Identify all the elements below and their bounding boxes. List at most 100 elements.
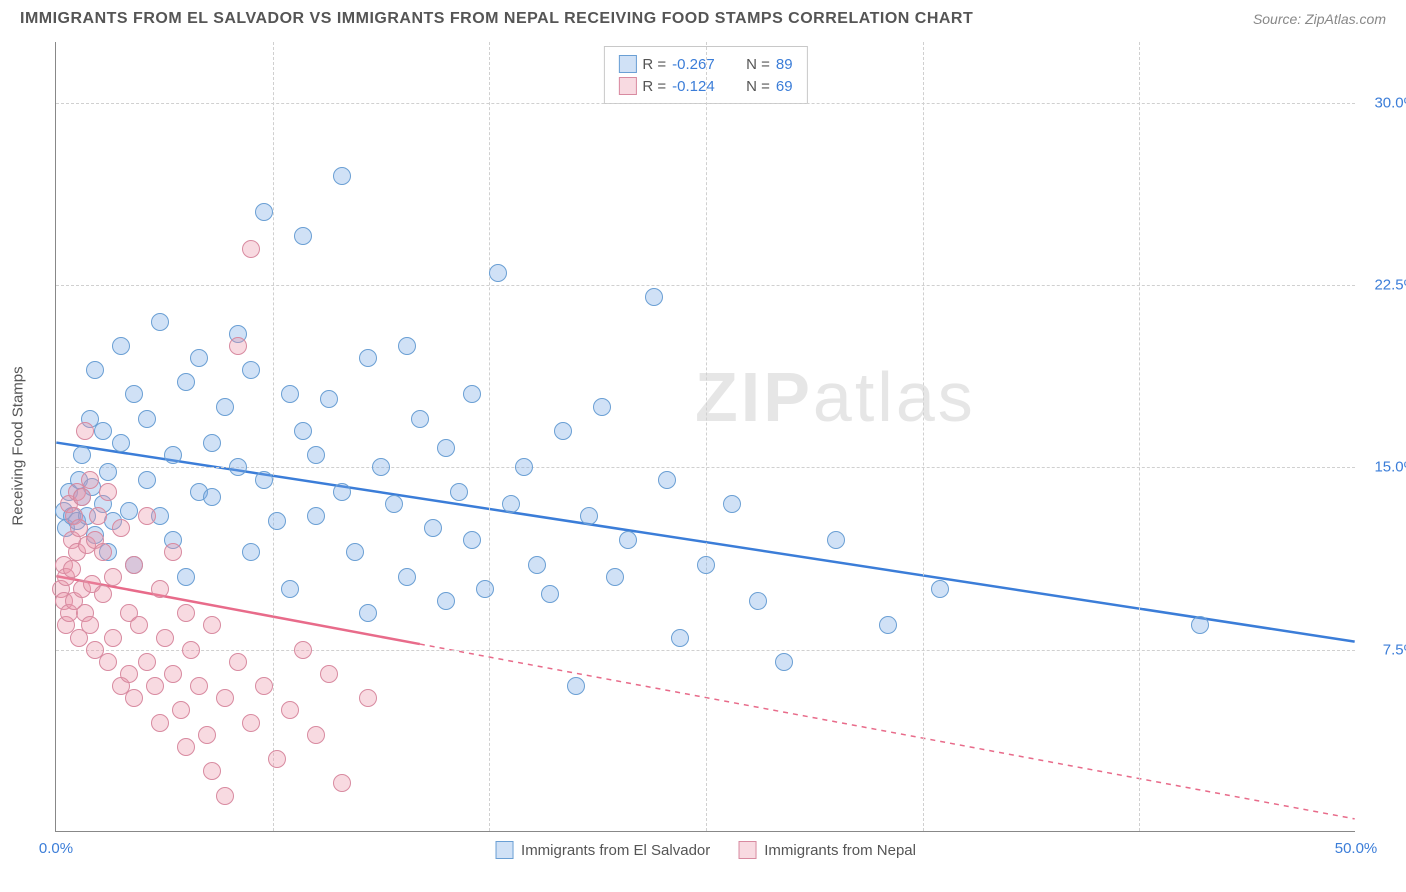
data-point-el_salvador: [372, 458, 390, 476]
data-point-nepal: [73, 488, 91, 506]
data-point-nepal: [242, 714, 260, 732]
data-point-nepal: [89, 507, 107, 525]
data-point-nepal: [125, 689, 143, 707]
data-point-nepal: [99, 653, 117, 671]
gridline-vertical: [923, 42, 924, 831]
data-point-el_salvador: [437, 439, 455, 457]
data-point-el_salvador: [281, 580, 299, 598]
data-point-el_salvador: [242, 361, 260, 379]
data-point-nepal: [333, 774, 351, 792]
legend-swatch: [495, 841, 513, 859]
y-tick-label: 15.0%: [1374, 459, 1406, 476]
data-point-nepal: [156, 629, 174, 647]
data-point-el_salvador: [606, 568, 624, 586]
data-point-nepal: [125, 556, 143, 574]
data-point-el_salvador: [307, 446, 325, 464]
data-point-el_salvador: [203, 434, 221, 452]
y-tick-label: 22.5%: [1374, 277, 1406, 294]
data-point-nepal: [216, 689, 234, 707]
data-point-el_salvador: [567, 677, 585, 695]
data-point-el_salvador: [554, 422, 572, 440]
data-point-nepal: [104, 629, 122, 647]
data-point-el_salvador: [463, 385, 481, 403]
data-point-el_salvador: [931, 580, 949, 598]
data-point-el_salvador: [398, 337, 416, 355]
data-point-el_salvador: [775, 653, 793, 671]
data-point-nepal: [112, 519, 130, 537]
data-point-nepal: [190, 677, 208, 695]
data-point-el_salvador: [515, 458, 533, 476]
series-legend-item: Immigrants from Nepal: [738, 841, 916, 859]
data-point-nepal: [130, 616, 148, 634]
data-point-nepal: [104, 568, 122, 586]
data-point-nepal: [268, 750, 286, 768]
data-point-el_salvador: [580, 507, 598, 525]
y-tick-label: 7.5%: [1383, 641, 1406, 658]
legend-swatch: [738, 841, 756, 859]
series-legend-item: Immigrants from El Salvador: [495, 841, 710, 859]
data-point-el_salvador: [489, 264, 507, 282]
data-point-el_salvador: [86, 361, 104, 379]
data-point-el_salvador: [346, 543, 364, 561]
legend-n-label: N =: [746, 78, 770, 95]
data-point-nepal: [281, 701, 299, 719]
data-point-nepal: [242, 240, 260, 258]
data-point-el_salvador: [112, 434, 130, 452]
data-point-nepal: [151, 580, 169, 598]
data-point-nepal: [151, 714, 169, 732]
data-point-nepal: [182, 641, 200, 659]
legend-n-value: 89: [776, 56, 793, 73]
data-point-el_salvador: [255, 203, 273, 221]
data-point-nepal: [359, 689, 377, 707]
data-point-el_salvador: [177, 568, 195, 586]
data-point-nepal: [203, 762, 221, 780]
data-point-el_salvador: [307, 507, 325, 525]
data-point-el_salvador: [359, 604, 377, 622]
data-point-el_salvador: [827, 531, 845, 549]
data-point-nepal: [94, 543, 112, 561]
gridline-vertical: [273, 42, 274, 831]
series-legend: Immigrants from El Salvador Immigrants fr…: [495, 841, 916, 859]
data-point-nepal: [70, 519, 88, 537]
data-point-el_salvador: [120, 502, 138, 520]
data-point-el_salvador: [437, 592, 455, 610]
data-point-nepal: [164, 665, 182, 683]
gridline-vertical: [706, 42, 707, 831]
data-point-nepal: [203, 616, 221, 634]
legend-r-label: R =: [642, 78, 666, 95]
data-point-el_salvador: [190, 349, 208, 367]
data-point-el_salvador: [385, 495, 403, 513]
data-point-el_salvador: [502, 495, 520, 513]
data-point-el_salvador: [151, 313, 169, 331]
data-point-el_salvador: [125, 385, 143, 403]
data-point-nepal: [76, 422, 94, 440]
data-point-nepal: [177, 604, 195, 622]
data-point-el_salvador: [294, 422, 312, 440]
data-point-nepal: [307, 726, 325, 744]
data-point-nepal: [177, 738, 195, 756]
chart-source: Source: ZipAtlas.com: [1253, 11, 1386, 27]
watermark: ZIPatlas: [695, 357, 976, 437]
data-point-nepal: [138, 653, 156, 671]
data-point-el_salvador: [593, 398, 611, 416]
legend-swatch: [618, 55, 636, 73]
y-axis-label: Receiving Food Stamps: [10, 366, 27, 525]
data-point-el_salvador: [333, 167, 351, 185]
data-point-nepal: [229, 337, 247, 355]
data-point-nepal: [229, 653, 247, 671]
data-point-el_salvador: [216, 398, 234, 416]
data-point-nepal: [94, 585, 112, 603]
data-point-nepal: [164, 543, 182, 561]
gridline-vertical: [489, 42, 490, 831]
data-point-el_salvador: [723, 495, 741, 513]
data-point-nepal: [198, 726, 216, 744]
data-point-el_salvador: [73, 446, 91, 464]
data-point-el_salvador: [203, 488, 221, 506]
legend-n-value: 69: [776, 78, 793, 95]
scatter-chart: ZIPatlas R =-0.267N =89R =-0.124N =69 Im…: [55, 42, 1355, 832]
data-point-el_salvador: [138, 410, 156, 428]
data-point-el_salvador: [879, 616, 897, 634]
data-point-el_salvador: [645, 288, 663, 306]
data-point-el_salvador: [1191, 616, 1209, 634]
data-point-el_salvador: [658, 471, 676, 489]
